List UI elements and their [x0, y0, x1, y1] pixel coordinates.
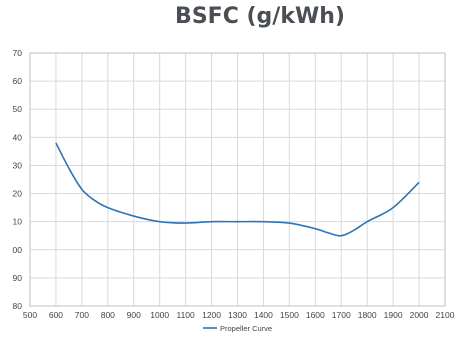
x-tick-label: 1500 — [280, 310, 299, 320]
x-tick-label: 600 — [49, 310, 63, 320]
legend: Propeller Curve — [203, 324, 272, 333]
x-tick-label: 1700 — [332, 310, 351, 320]
x-tick-label: 1600 — [306, 310, 325, 320]
x-tick-label: 500 — [23, 310, 37, 320]
grid-layer — [29, 52, 446, 307]
x-tick-label: 1300 — [228, 310, 247, 320]
x-tick-label: 1800 — [358, 310, 377, 320]
x-tick-label: 1400 — [254, 310, 273, 320]
x-tick-label: 2100 — [436, 310, 455, 320]
y-tick-label: 60 — [13, 76, 23, 86]
y-tick-label: 00 — [13, 245, 23, 255]
plot-border — [29, 52, 446, 307]
x-tick-label: 1000 — [150, 310, 169, 320]
y-tick-label: 30 — [13, 160, 23, 170]
y-tick-label: 40 — [13, 132, 23, 142]
y-tick-label: 50 — [13, 104, 23, 114]
x-tick-label: 700 — [75, 310, 89, 320]
x-tick-label: 2000 — [410, 310, 429, 320]
x-tick-label: 1900 — [384, 310, 403, 320]
y-tick-label: 90 — [13, 273, 23, 283]
y-tick-label: 20 — [13, 189, 23, 199]
x-tick-label: 1100 — [176, 310, 195, 320]
legend-label: Propeller Curve — [220, 324, 272, 333]
y-tick-label: 10 — [13, 217, 23, 227]
x-tick-label: 900 — [127, 310, 141, 320]
y-tick-label: 80 — [13, 301, 23, 311]
x-tick-label: 800 — [101, 310, 115, 320]
axis-layer: 80 90 00 10 20 30 40 50 60 70 500 600 700 800 900 1000 1… — [13, 48, 455, 320]
y-tick-label: 70 — [13, 48, 23, 58]
x-tick-label: 1200 — [202, 310, 221, 320]
chart-title: BSFC (g/kWh) — [175, 4, 345, 29]
series-layer — [55, 142, 420, 237]
